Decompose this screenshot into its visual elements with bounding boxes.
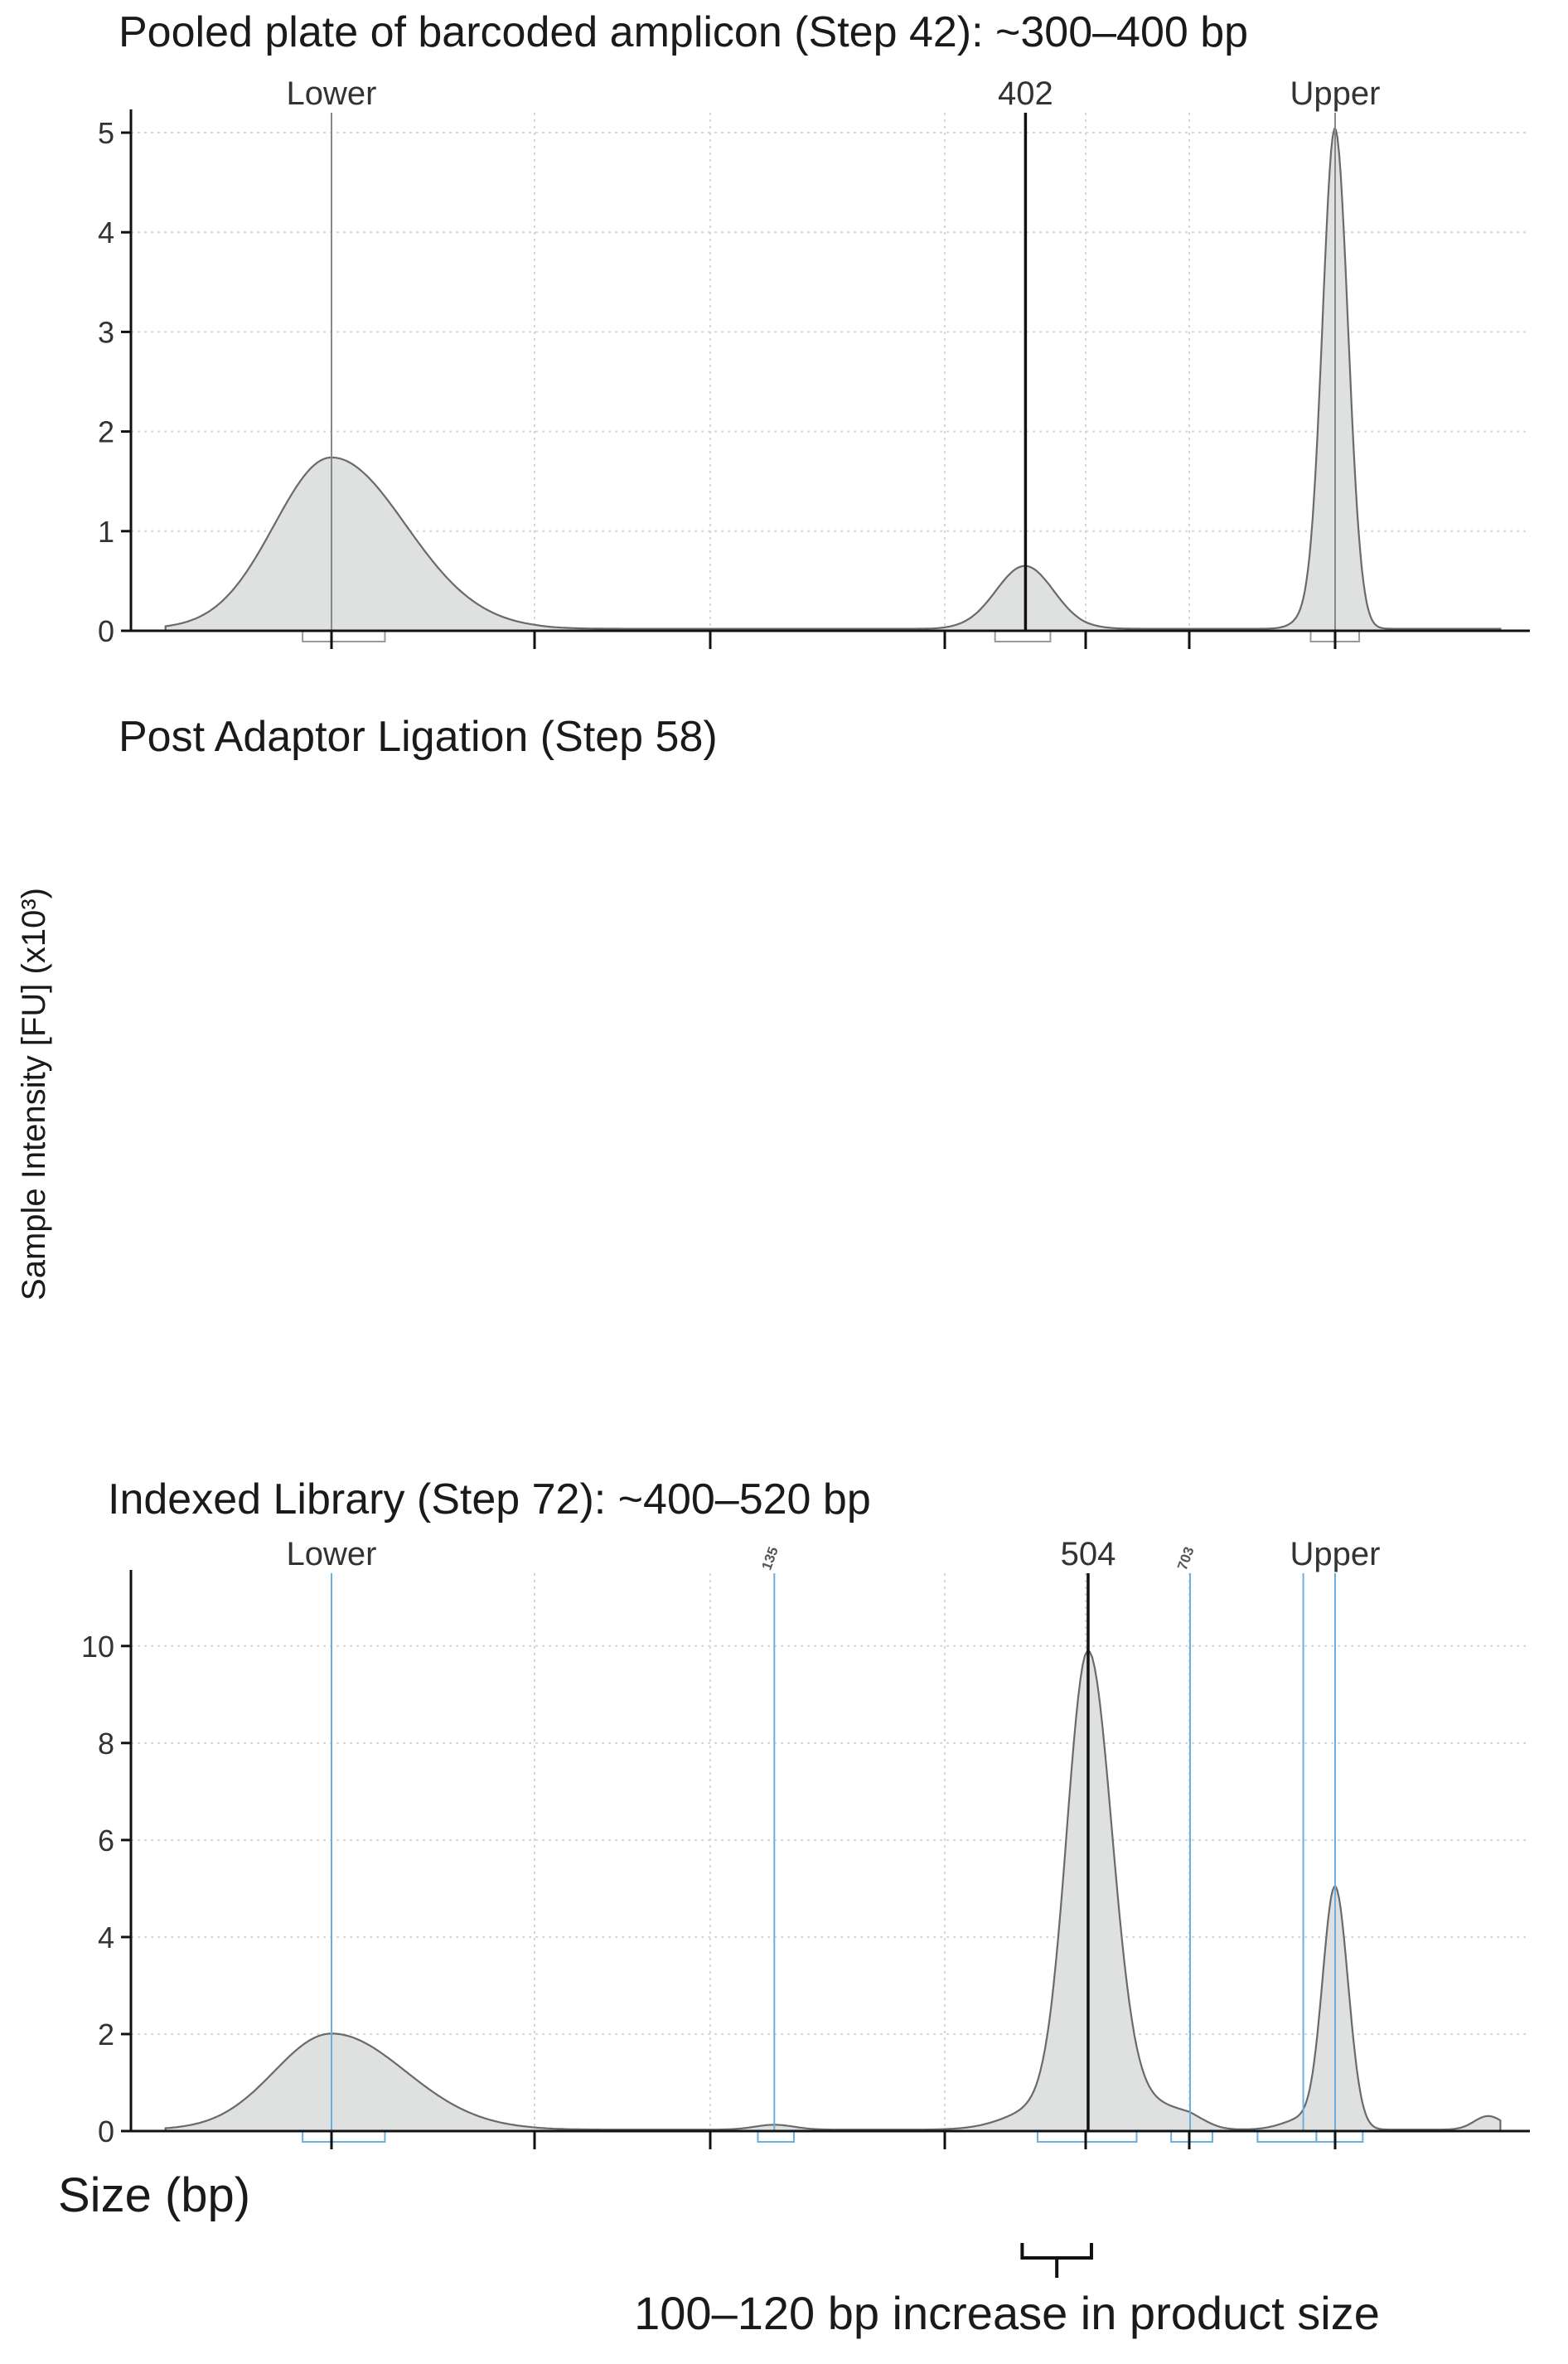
y-tick-label: 4: [98, 1921, 114, 1955]
y-tick-label: 5: [98, 116, 114, 150]
panel-1: Pooled plate of barcoded amplicon (Step …: [98, 8, 1530, 649]
size-increase-annotation: 100–120 bp increase in product size: [634, 2243, 1380, 2339]
size-increase-label: 100–120 bp increase in product size: [634, 2287, 1380, 2339]
y-tick-label: 1: [98, 515, 114, 549]
x-axis-label: Size (bp): [58, 2168, 250, 2222]
sample-trace: [164, 1649, 1502, 2133]
y-tick-label: 10: [81, 1630, 114, 1664]
peak-label: 504: [1061, 1536, 1116, 1572]
panel-3-title: Indexed Library (Step 72): ~400–520 bp: [108, 1475, 871, 1524]
sample-trace: [164, 128, 1502, 632]
y-tick-label: 4: [98, 216, 114, 249]
peak-label: Upper: [1290, 75, 1381, 112]
peak-label: Lower: [287, 75, 377, 112]
y-tick-label: 6: [98, 1824, 114, 1858]
y-tick-label: 0: [98, 2115, 114, 2148]
panel-3: Indexed Library (Step 72): ~400–520 bp S…: [58, 1475, 871, 2222]
size-increase-bracket: [1020, 2243, 1093, 2278]
y-tick-label: 2: [98, 2018, 114, 2052]
panel-2: Post Adaptor Ligation (Step 58) Sample I…: [16, 713, 1530, 2149]
peak-label: Upper: [1290, 1536, 1381, 1572]
peak-label: Lower: [287, 1536, 377, 1572]
panel-1-title: Pooled plate of barcoded amplicon (Step …: [119, 8, 1248, 56]
y-tick-label: 2: [98, 415, 114, 449]
y-axis-label: Sample Intensity [FU] (x10³): [16, 888, 52, 1301]
y-tick-label: 3: [98, 315, 114, 349]
panel-2-title: Post Adaptor Ligation (Step 58): [119, 713, 718, 761]
y-tick-label: 8: [98, 1727, 114, 1761]
peak-label: 402: [998, 75, 1053, 112]
y-tick-label: 0: [98, 614, 114, 648]
